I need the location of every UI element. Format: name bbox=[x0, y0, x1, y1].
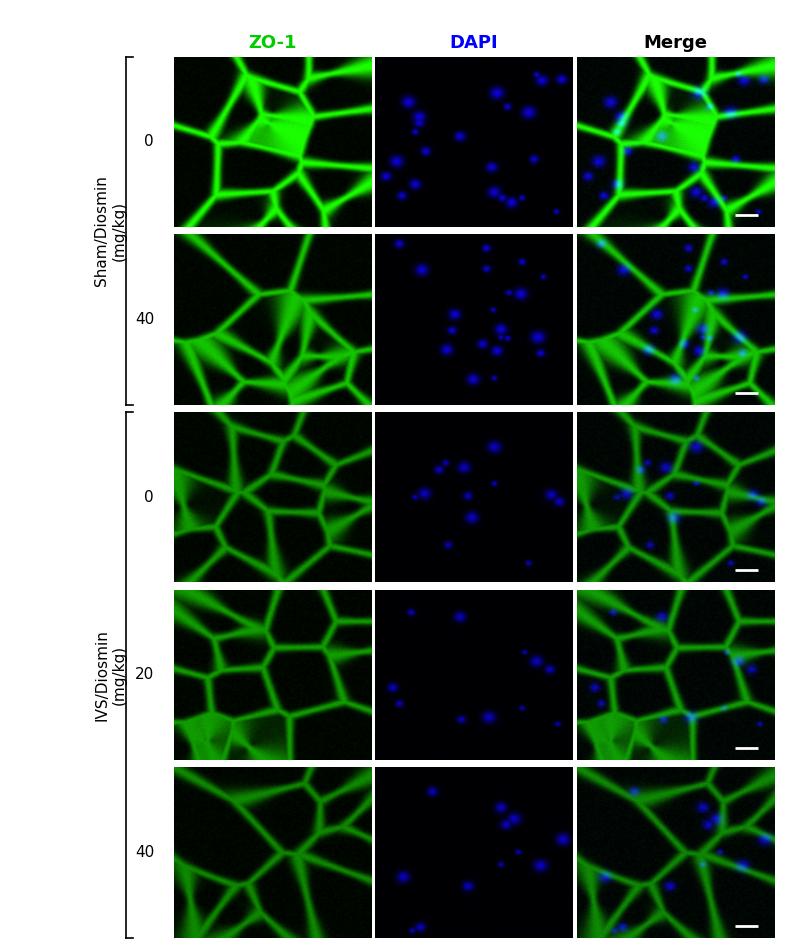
Text: 20: 20 bbox=[135, 668, 154, 683]
Text: 0: 0 bbox=[145, 490, 154, 505]
Text: 0: 0 bbox=[145, 134, 154, 150]
Text: DAPI: DAPI bbox=[450, 34, 498, 52]
Text: 40: 40 bbox=[135, 312, 154, 327]
Text: Sham/Diosmin
(mg/kg): Sham/Diosmin (mg/kg) bbox=[94, 175, 127, 286]
Text: IVS/Diosmin
(mg/kg): IVS/Diosmin (mg/kg) bbox=[94, 629, 127, 721]
Text: ZO-1: ZO-1 bbox=[248, 34, 297, 52]
Text: 40: 40 bbox=[135, 845, 154, 860]
Text: Merge: Merge bbox=[643, 34, 708, 52]
